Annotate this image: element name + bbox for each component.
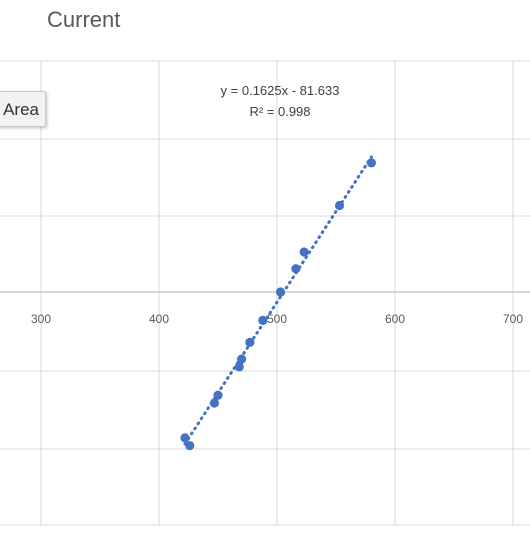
- data-point: [299, 247, 309, 257]
- data-point: [237, 354, 247, 364]
- data-point: [234, 362, 244, 372]
- chart-title: Current: [47, 7, 121, 32]
- data-point: [258, 315, 268, 326]
- data-point: [180, 433, 190, 443]
- trendline-r-squared: R² = 0.998: [249, 104, 310, 119]
- x-tick-label: 400: [149, 312, 169, 326]
- trendline-equation: y = 0.1625x - 81.633: [221, 83, 340, 98]
- point-layer: [180, 158, 376, 451]
- axis-layer: 300 400 500 600 700: [0, 291, 530, 326]
- data-point: [275, 287, 286, 297]
- data-point: [291, 264, 301, 274]
- data-point: [213, 390, 223, 400]
- data-point: [209, 398, 220, 408]
- x-tick-label: 300: [31, 312, 51, 326]
- x-tick-label: 500: [267, 312, 287, 326]
- data-point: [185, 441, 195, 451]
- grid-layer: [0, 60, 530, 526]
- data-point: [334, 200, 345, 211]
- x-tick-label: 600: [385, 312, 405, 326]
- data-point: [366, 158, 376, 168]
- x-tick-label: 700: [503, 312, 523, 326]
- data-point: [245, 337, 255, 347]
- area-label-box[interactable]: Area: [0, 91, 46, 127]
